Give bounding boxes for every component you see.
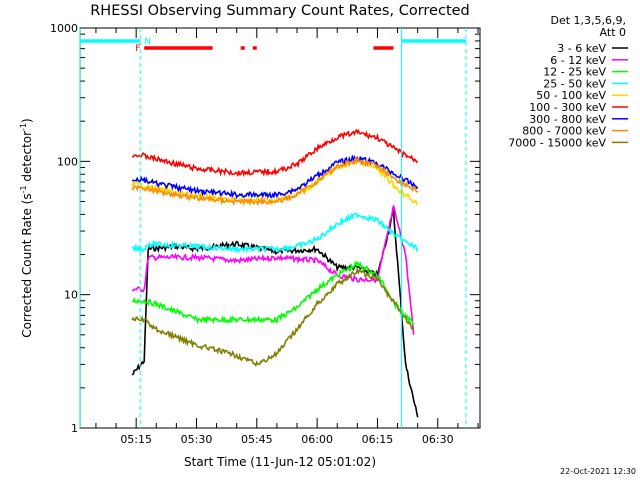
legend-label-2: 12 - 25 keV	[543, 66, 606, 79]
attenuator-bar-label: F	[135, 44, 140, 54]
axes: 1 10 100 1000 05:15 05:30 05:45 06:00 06:15 06:30	[50, 22, 481, 446]
legend-header-line-2: Att 0	[600, 26, 626, 39]
legend-label-8: 7000 - 15000 keV	[508, 136, 606, 149]
series-line-1	[131, 205, 415, 335]
y-axis-label: Corrected Count Rate (s-1 detector-1)	[19, 118, 34, 337]
series-line-3	[131, 212, 419, 255]
legend-header-line-1: Det 1,3,5,6,9,	[550, 14, 626, 27]
y-axis-label-main: Corrected Count Rate (s	[20, 193, 34, 337]
x-axis-label: Start Time (11-Jun-12 05:01:02)	[184, 455, 376, 469]
legend-label-5: 100 - 300 keV	[529, 101, 606, 114]
date-stamp: 22-Oct-2021 12:30	[560, 467, 636, 476]
legend-label-1: 6 - 12 keV	[550, 54, 606, 67]
x-tick-label: 06:15	[362, 433, 394, 446]
observing-markers: NF	[79, 28, 467, 428]
legend-label-3: 25 - 50 keV	[543, 77, 606, 90]
y-tick-label: 100	[57, 155, 78, 168]
legend-label-4: 50 - 100 keV	[536, 89, 606, 102]
x-tick-label: 05:45	[241, 433, 273, 446]
legend-label-6: 300 - 800 keV	[529, 113, 606, 126]
x-tick-label: 06:00	[301, 433, 333, 446]
chart-title: RHESSI Observing Summary Count Rates, Co…	[90, 3, 470, 19]
series-line-5	[132, 128, 419, 178]
series-line-8	[131, 266, 415, 368]
series-line-4	[131, 157, 418, 206]
series-line-7	[131, 156, 419, 207]
series-lines	[131, 128, 419, 418]
series-line-6	[131, 154, 419, 200]
x-tick-label: 05:30	[181, 433, 213, 446]
y-axis-label-end: )	[20, 118, 34, 123]
y-tick-label: 1	[71, 422, 78, 435]
y-axis-label-mid: detector	[20, 131, 34, 186]
y-axis-label-sup-2: -1	[19, 123, 28, 131]
legend-label-7: 800 - 7000 keV	[522, 125, 606, 138]
y-axis-label-sup-1: -1	[19, 185, 28, 193]
y-tick-label: 10	[64, 289, 78, 302]
legend-label-0: 3 - 6 keV	[557, 42, 606, 55]
x-tick-label: 05:15	[120, 433, 152, 446]
x-tick-label: 06:30	[422, 433, 454, 446]
y-tick-label: 1000	[50, 22, 78, 35]
night-bar-label: N	[144, 37, 151, 47]
series-line-2	[132, 260, 415, 325]
